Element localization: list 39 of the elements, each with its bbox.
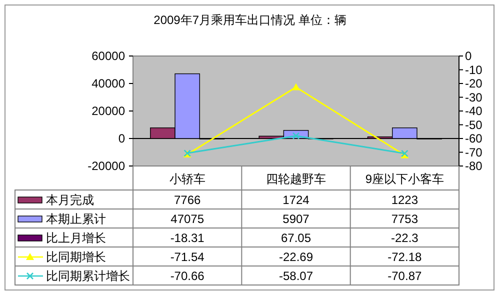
- legend-label: 本月完成: [46, 193, 94, 207]
- y-tick-label: -20000: [88, 159, 126, 173]
- data-label: 7753: [391, 212, 418, 226]
- data-label: -18.31: [170, 231, 205, 245]
- legend-label: 比同期增长: [46, 250, 106, 264]
- y-tick-label: 20000: [92, 104, 126, 118]
- y-tick-label: 60000: [92, 49, 126, 63]
- legend-label: 比上月增长: [46, 231, 106, 245]
- legend-label: 比同期累计增长: [46, 269, 130, 283]
- data-label: -22.3: [390, 231, 419, 245]
- y-tick-label: 40000: [92, 76, 126, 90]
- data-label: -70.66: [170, 269, 205, 283]
- y2-tick-label: -10: [465, 62, 483, 77]
- y2-tick-label: -60: [465, 132, 483, 146]
- y2-tick-label: -50: [465, 118, 483, 132]
- chart-title: 2009年7月乘用车出口情况 单位：辆: [154, 13, 346, 27]
- data-label: -71.54: [170, 250, 205, 264]
- y2-tick-label: -30: [465, 90, 483, 104]
- legend-label: 本期止累计: [46, 212, 106, 226]
- data-label: -72.18: [388, 250, 422, 264]
- data-label: 1223: [391, 193, 418, 207]
- x-tick-label: 9座以下小客车: [365, 172, 444, 186]
- y2-tick-label: -70: [465, 145, 483, 160]
- data-label: -22.69: [278, 250, 314, 264]
- y-tick-label: 0: [118, 132, 126, 146]
- y2-tick-label: -40: [465, 104, 483, 118]
- data-label: 5907: [282, 212, 310, 226]
- point: [292, 83, 300, 90]
- y2-tick-label: 0: [465, 49, 472, 63]
- data-label: 67.05: [280, 231, 312, 245]
- data-label: 47075: [170, 212, 204, 226]
- y2-tick-label: -20: [465, 76, 483, 90]
- x-tick-label: 四轮越野车: [266, 172, 326, 186]
- x-tick-label: 小轿车: [169, 172, 206, 186]
- data-label: -70.87: [388, 269, 422, 283]
- data-label: 7766: [174, 193, 202, 207]
- data-label: 1724: [282, 193, 310, 207]
- data-label: -58.07: [278, 269, 314, 283]
- y2-tick-label: -80: [465, 159, 483, 173]
